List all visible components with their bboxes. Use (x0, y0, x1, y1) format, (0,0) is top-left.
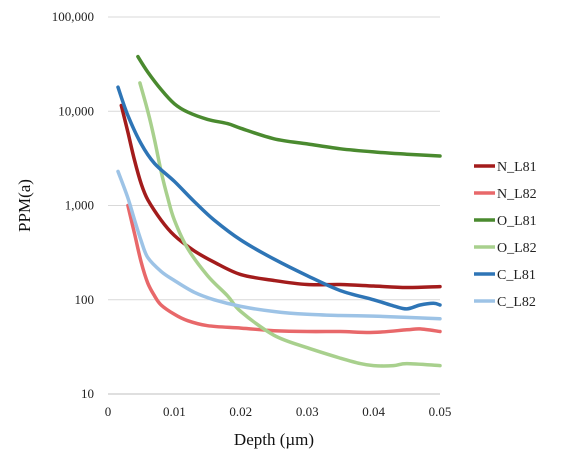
x-tick-label: 0.05 (429, 404, 452, 419)
series-line-c-l82 (116, 169, 442, 321)
legend-label: N_L81 (497, 160, 537, 175)
series-lines (116, 54, 442, 368)
y-tick-label: 10 (81, 386, 94, 401)
legend-label: O_L82 (497, 241, 537, 256)
y-tick-label: 1,000 (65, 198, 94, 213)
series-line-o-l82 (138, 81, 442, 368)
y-tick-label: 100,000 (52, 9, 94, 24)
series-line-o-l81 (136, 54, 442, 158)
y-tick-label: 100 (75, 292, 95, 307)
legend-label: N_L82 (497, 187, 537, 202)
x-tick-label: 0.04 (362, 404, 385, 419)
legend-label: O_L81 (497, 214, 537, 229)
legend-label: C_L82 (497, 295, 536, 310)
series-line-n-l82 (126, 203, 442, 335)
x-axis-title: Depth (µm) (234, 430, 314, 449)
y-axis-title: PPM(a) (15, 179, 34, 232)
x-tick-label: 0.03 (296, 404, 319, 419)
y-tick-labels: 10 100 1,000 10,000 100,000 (52, 9, 94, 401)
legend-label: C_L81 (497, 268, 536, 283)
x-tick-label: 0 (105, 404, 112, 419)
gridlines (108, 16, 440, 301)
legend: N_L81 N_L82 O_L81 O_L82 C_L81 C_L82 (474, 160, 537, 310)
series-line-n-l81 (119, 103, 442, 290)
x-tick-labels: 0 0.01 0.02 0.03 0.04 0.05 (105, 404, 452, 419)
series-line-c-l81 (116, 85, 442, 311)
x-tick-label: 0.02 (229, 404, 252, 419)
y-tick-label: 10,000 (58, 103, 94, 118)
x-tick-label: 0.01 (163, 404, 186, 419)
